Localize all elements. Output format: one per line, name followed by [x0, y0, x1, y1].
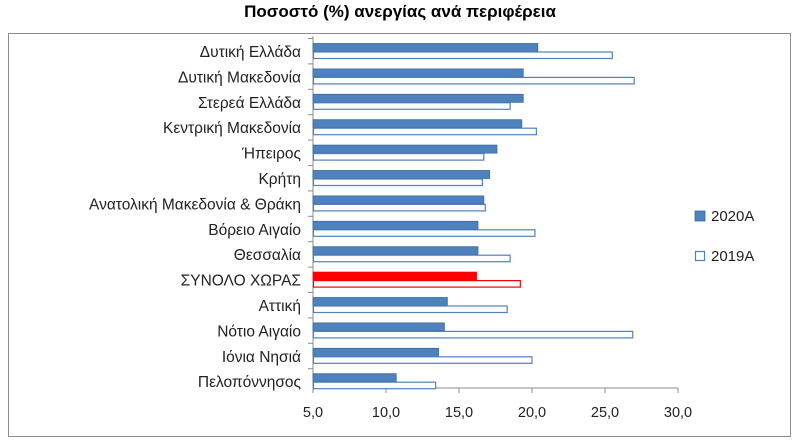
legend-swatch-outline	[694, 250, 706, 262]
bar-2020	[312, 271, 477, 281]
bar-2020	[312, 347, 439, 357]
axes	[308, 36, 679, 393]
bar-2019	[312, 203, 486, 212]
bar-2020	[312, 195, 485, 205]
bar-2019	[312, 280, 521, 288]
bar-2019	[312, 305, 508, 314]
legend-item-2019: 2019Α	[694, 248, 754, 265]
x-tick-label: 5,0	[303, 405, 323, 421]
bar-2020	[312, 246, 479, 256]
bar-2019	[312, 381, 437, 390]
category-label: Ήπειρος	[241, 146, 301, 163]
x-tick-label: 20,0	[518, 405, 546, 421]
bar-2019	[312, 127, 537, 136]
bar-2020	[312, 170, 491, 179]
bar-2020	[312, 322, 445, 332]
bar-2019	[312, 229, 536, 237]
bar-2019	[312, 178, 483, 187]
category-labels: Δυτική Ελλάδα Δυτική Μακεδονία Στερεά Ελλά…	[89, 44, 301, 391]
bars	[312, 43, 635, 390]
bar-2019	[312, 51, 613, 60]
x-tick-label: 10,0	[372, 405, 400, 421]
category-label: Δυτική Μακεδονία	[178, 69, 301, 86]
category-label: Αττική	[259, 298, 301, 315]
chart-frame	[8, 33, 791, 437]
category-label: Κρήτη	[258, 171, 301, 188]
category-label: Πελοπόννησος	[198, 374, 301, 391]
bar-2020	[312, 43, 539, 52]
legend-swatch-filled	[694, 210, 706, 222]
bar-2020	[312, 297, 448, 306]
bar-2019	[312, 356, 533, 364]
x-tick-label: 25,0	[591, 405, 619, 421]
category-label: Κεντρική Μακεδονία	[163, 120, 301, 137]
category-label: Βόρειο Αιγαίο	[208, 222, 301, 239]
chart-title: Ποσοστό (%) ανεργίας ανά περιφέρεια	[244, 2, 556, 21]
category-label: Νότιο Αιγαίο	[217, 323, 301, 340]
legend-item-2020: 2020Α	[694, 208, 754, 225]
bar-2020	[312, 373, 397, 383]
x-tick-label: 30,0	[664, 405, 692, 421]
category-label: Ανατολική Μακεδονία & Θράκη	[89, 196, 301, 213]
legend-label: 2019Α	[711, 248, 754, 265]
bar-2020	[312, 119, 523, 129]
category-label: Δυτική Ελλάδα	[200, 44, 301, 61]
category-label: Θεσσαλία	[234, 247, 301, 264]
bar-2020	[312, 68, 524, 78]
bar-2019	[312, 330, 634, 339]
bar-2019	[312, 76, 635, 85]
legend: 2020Α 2019Α	[694, 208, 754, 265]
category-label: Ιόνια Νησιά	[222, 349, 301, 366]
bar-2019	[312, 153, 485, 161]
bar-2020	[312, 93, 524, 103]
category-label: Στερεά Ελλάδα	[198, 95, 301, 112]
bar-2019	[312, 102, 511, 110]
x-tick-labels: 5,0 10,0 15,0 20,0 25,0 30,0	[303, 405, 692, 421]
bar-2019	[312, 254, 511, 263]
bar-2020	[312, 144, 498, 154]
bar-2020	[312, 220, 479, 230]
x-tick-label: 15,0	[445, 405, 473, 421]
category-label: ΣΥΝΟΛΟ ΧΩΡΑΣ	[181, 273, 301, 290]
legend-label: 2020Α	[711, 208, 754, 225]
